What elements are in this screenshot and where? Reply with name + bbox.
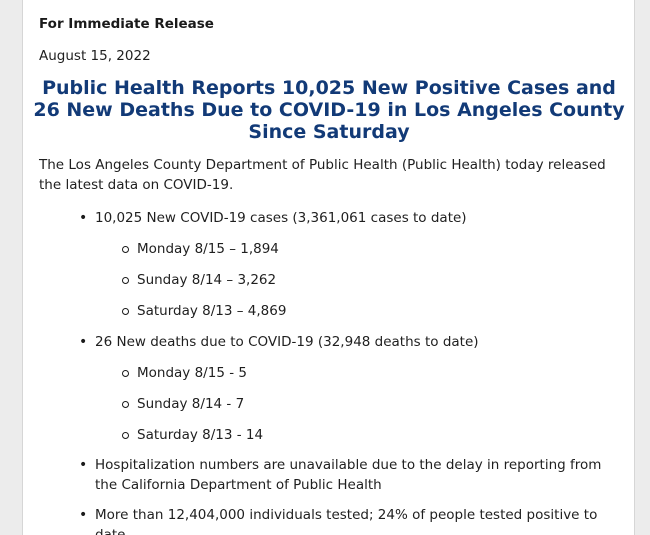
new-deaths-item: 26 New deaths due to COVID-19 (32,948 de…: [79, 332, 615, 352]
stats-list: 10,025 New COVID-19 cases (3,361,061 cas…: [23, 0, 634, 535]
cases-monday-item: Monday 8/15 – 1,894: [122, 239, 597, 259]
deaths-monday-item: Monday 8/15 - 5: [122, 363, 597, 383]
press-release-page: For Immediate Release August 15, 2022 Pu…: [22, 0, 635, 535]
release-label: For Immediate Release: [39, 16, 214, 32]
hospitalization-item: Hospitalization numbers are unavailable …: [79, 455, 615, 495]
deaths-saturday-item: Saturday 8/13 - 14: [122, 425, 597, 445]
new-cases-item: 10,025 New COVID-19 cases (3,361,061 cas…: [79, 208, 615, 228]
intro-paragraph: The Los Angeles County Department of Pub…: [39, 157, 606, 193]
deaths-sunday-item: Sunday 8/14 - 7: [122, 394, 597, 414]
cases-saturday-item: Saturday 8/13 – 4,869: [122, 301, 597, 321]
release-date: August 15, 2022: [39, 48, 151, 64]
headline: Public Health Reports 10,025 New Positiv…: [33, 77, 625, 143]
cases-sunday-item: Sunday 8/14 – 3,262: [122, 270, 597, 290]
testing-item: More than 12,404,000 individuals tested;…: [79, 505, 615, 535]
